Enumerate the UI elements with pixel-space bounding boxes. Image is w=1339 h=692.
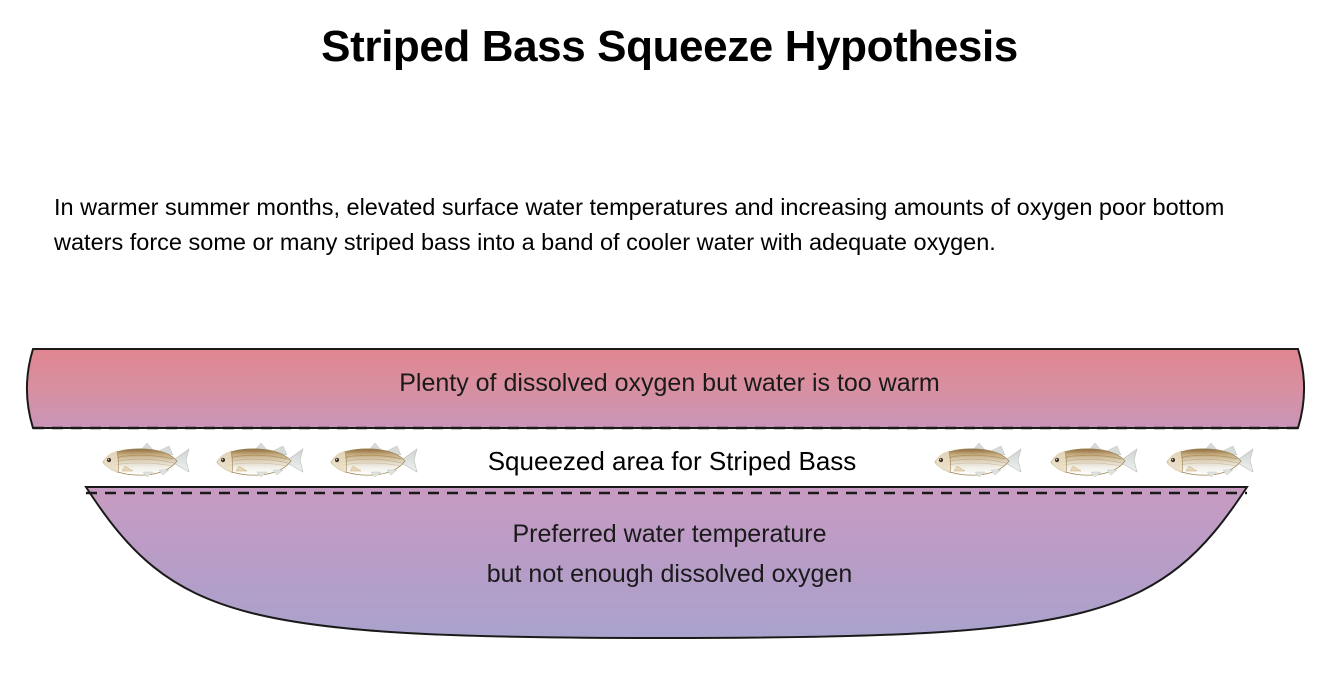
diagram-shapes bbox=[26, 348, 1305, 640]
surface-warm-band bbox=[26, 348, 1305, 430]
striped-bass-fish-icon bbox=[934, 442, 1022, 478]
bottom-region-label: Preferred water temperature but not enou… bbox=[0, 514, 1339, 594]
bottom-region-label-line2: but not enough dissolved oxygen bbox=[486, 560, 853, 588]
striped-bass-fish-icon bbox=[216, 442, 304, 478]
intro-paragraph: In warmer summer months, elevated surfac… bbox=[54, 194, 1225, 255]
page-title: Striped Bass Squeeze Hypothesis bbox=[321, 22, 1018, 71]
fish-group-right bbox=[907, 439, 1255, 483]
striped-bass-fish-icon bbox=[1166, 442, 1254, 478]
fish-group-left bbox=[95, 439, 437, 483]
squeezed-layer: Squeezed area for Striped Bass bbox=[95, 437, 1255, 485]
bottom-region-shape bbox=[84, 486, 1249, 640]
surface-band-label: Plenty of dissolved oxygen but water is … bbox=[399, 369, 940, 397]
bottom-region-label-line1: Preferred water temperature bbox=[512, 520, 827, 548]
striped-bass-fish-icon bbox=[102, 442, 190, 478]
squeezed-area-label: Squeezed area for Striped Bass bbox=[487, 446, 857, 476]
striped-bass-squeeze-diagram bbox=[0, 330, 1339, 660]
striped-bass-fish-icon bbox=[1050, 442, 1138, 478]
bottom-hypoxic-region bbox=[84, 486, 1249, 640]
striped-bass-fish-icon bbox=[330, 442, 418, 478]
